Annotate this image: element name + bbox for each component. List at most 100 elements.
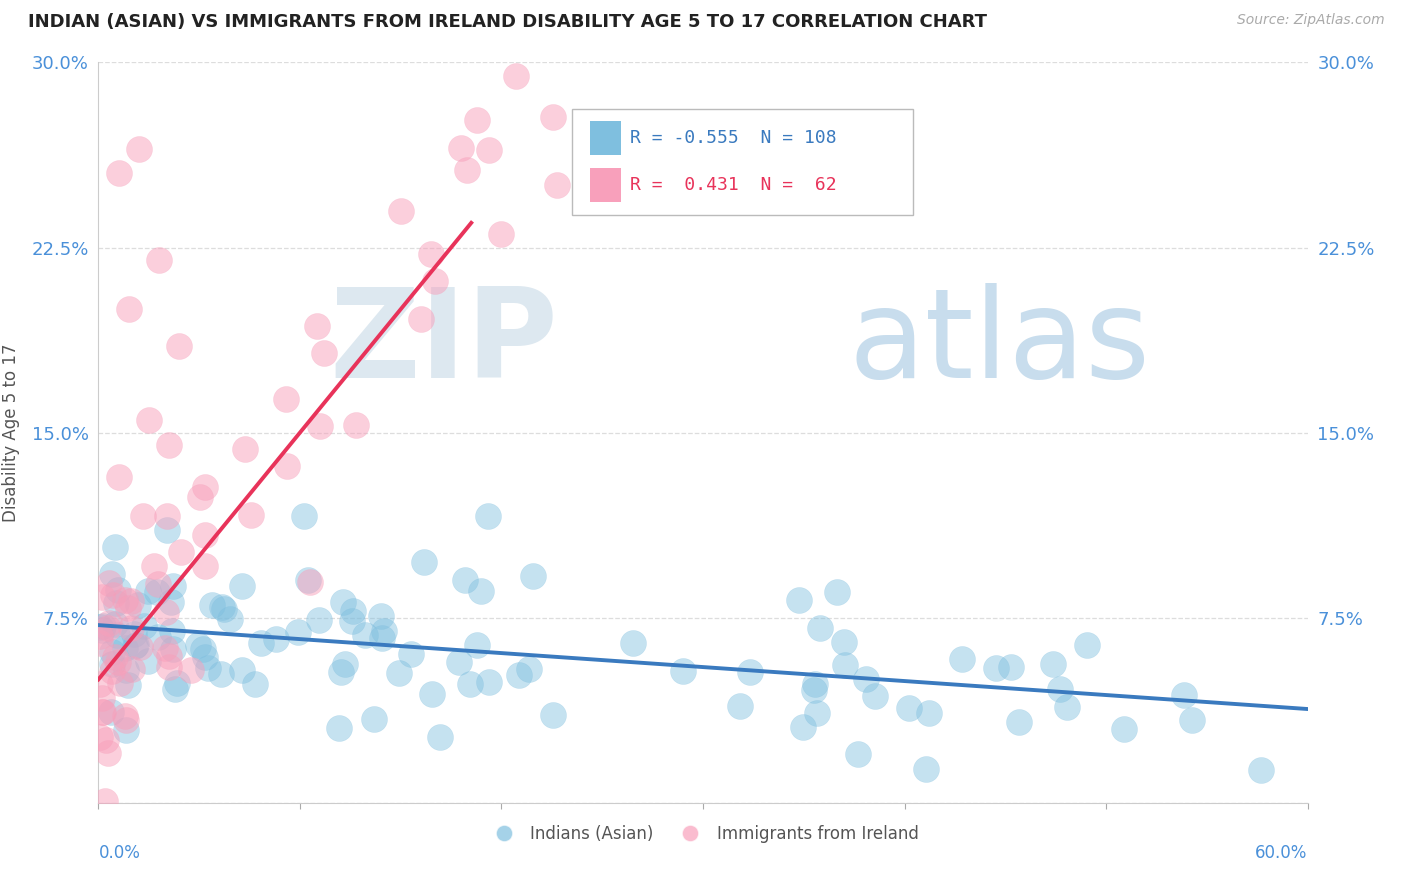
Indians (Asian): [832, 635, 855, 649]
Immigrants from Ireland: [541, 110, 564, 124]
Indians (Asian): [159, 595, 181, 609]
Indians (Asian): [107, 583, 129, 598]
Immigrants from Ireland: [132, 508, 155, 523]
Indians (Asian): [162, 579, 184, 593]
Indians (Asian): [330, 665, 353, 679]
Immigrants from Ireland: [423, 274, 446, 288]
Immigrants from Ireland: [194, 559, 217, 574]
Immigrants from Ireland: [276, 392, 298, 407]
Immigrants from Ireland: [104, 649, 127, 664]
Indians (Asian): [363, 713, 385, 727]
Immigrants from Ireland: [167, 339, 190, 353]
Indians (Asian): [249, 636, 271, 650]
Immigrants from Ireland: [91, 705, 114, 719]
Immigrants from Ireland: [298, 574, 321, 589]
Indians (Asian): [806, 706, 828, 720]
Indians (Asian): [1076, 638, 1098, 652]
Immigrants from Ireland: [120, 622, 142, 636]
Indians (Asian): [115, 723, 138, 737]
Immigrants from Ireland: [478, 143, 501, 157]
Indians (Asian): [672, 664, 695, 678]
Indians (Asian): [399, 647, 422, 661]
Immigrants from Ireland: [115, 713, 138, 727]
Immigrants from Ireland: [89, 730, 111, 744]
Indians (Asian): [243, 677, 266, 691]
Indians (Asian): [808, 621, 831, 635]
Text: R =  0.431  N =  62: R = 0.431 N = 62: [630, 176, 837, 194]
Indians (Asian): [354, 628, 377, 642]
Immigrants from Ireland: [117, 601, 139, 615]
Indians (Asian): [738, 665, 761, 680]
Indians (Asian): [105, 596, 128, 610]
Immigrants from Ireland: [148, 252, 170, 267]
Indians (Asian): [370, 631, 392, 645]
Immigrants from Ireland: [157, 438, 180, 452]
Immigrants from Ireland: [155, 605, 177, 619]
Indians (Asian): [124, 639, 146, 653]
Indians (Asian): [193, 649, 215, 664]
Indians (Asian): [918, 706, 941, 721]
Immigrants from Ireland: [118, 302, 141, 317]
Immigrants from Ireland: [308, 419, 330, 434]
Immigrants from Ireland: [456, 163, 478, 178]
Immigrants from Ireland: [114, 592, 136, 607]
Text: atlas: atlas: [848, 284, 1150, 404]
Immigrants from Ireland: [129, 640, 152, 655]
Immigrants from Ireland: [146, 576, 169, 591]
Indians (Asian): [1042, 657, 1064, 672]
Indians (Asian): [1181, 714, 1204, 728]
Indians (Asian): [91, 623, 114, 637]
Indians (Asian): [825, 585, 848, 599]
Indians (Asian): [328, 721, 350, 735]
Indians (Asian): [984, 661, 1007, 675]
Indians (Asian): [117, 678, 139, 692]
Indians (Asian): [465, 638, 488, 652]
Immigrants from Ireland: [239, 508, 262, 523]
Indians (Asian): [373, 624, 395, 638]
Indians (Asian): [1000, 660, 1022, 674]
Indians (Asian): [1056, 700, 1078, 714]
Immigrants from Ireland: [546, 178, 568, 192]
Immigrants from Ireland: [90, 590, 112, 604]
Immigrants from Ireland: [450, 141, 472, 155]
Immigrants from Ireland: [157, 660, 180, 674]
Immigrants from Ireland: [411, 312, 433, 326]
Indians (Asian): [855, 673, 877, 687]
Indians (Asian): [127, 599, 149, 613]
Indians (Asian): [787, 592, 810, 607]
Immigrants from Ireland: [346, 418, 368, 433]
Immigrants from Ireland: [107, 470, 129, 484]
Immigrants from Ireland: [93, 794, 115, 808]
Indians (Asian): [104, 540, 127, 554]
Immigrants from Ireland: [114, 708, 136, 723]
Immigrants from Ireland: [465, 113, 488, 128]
Indians (Asian): [803, 683, 825, 698]
Indians (Asian): [211, 599, 233, 614]
Indians (Asian): [541, 708, 564, 723]
Indians (Asian): [132, 619, 155, 633]
Indians (Asian): [388, 665, 411, 680]
Indians (Asian): [101, 657, 124, 671]
Indians (Asian): [1250, 763, 1272, 777]
Indians (Asian): [156, 523, 179, 537]
Indians (Asian): [454, 573, 477, 587]
Indians (Asian): [863, 689, 886, 703]
Indians (Asian): [145, 585, 167, 599]
Immigrants from Ireland: [142, 559, 165, 574]
Indians (Asian): [621, 636, 644, 650]
Immigrants from Ireland: [98, 615, 121, 630]
Indians (Asian): [209, 667, 232, 681]
Immigrants from Ireland: [153, 641, 176, 656]
Indians (Asian): [148, 630, 170, 644]
Indians (Asian): [1173, 688, 1195, 702]
Indians (Asian): [1114, 722, 1136, 736]
Immigrants from Ireland: [312, 345, 335, 359]
Indians (Asian): [1049, 681, 1071, 696]
Indians (Asian): [231, 579, 253, 593]
Indians (Asian): [125, 638, 148, 652]
Indians (Asian): [101, 645, 124, 659]
Immigrants from Ireland: [107, 166, 129, 180]
Indians (Asian): [160, 624, 183, 638]
Immigrants from Ireland: [89, 630, 111, 644]
Indians (Asian): [517, 662, 540, 676]
